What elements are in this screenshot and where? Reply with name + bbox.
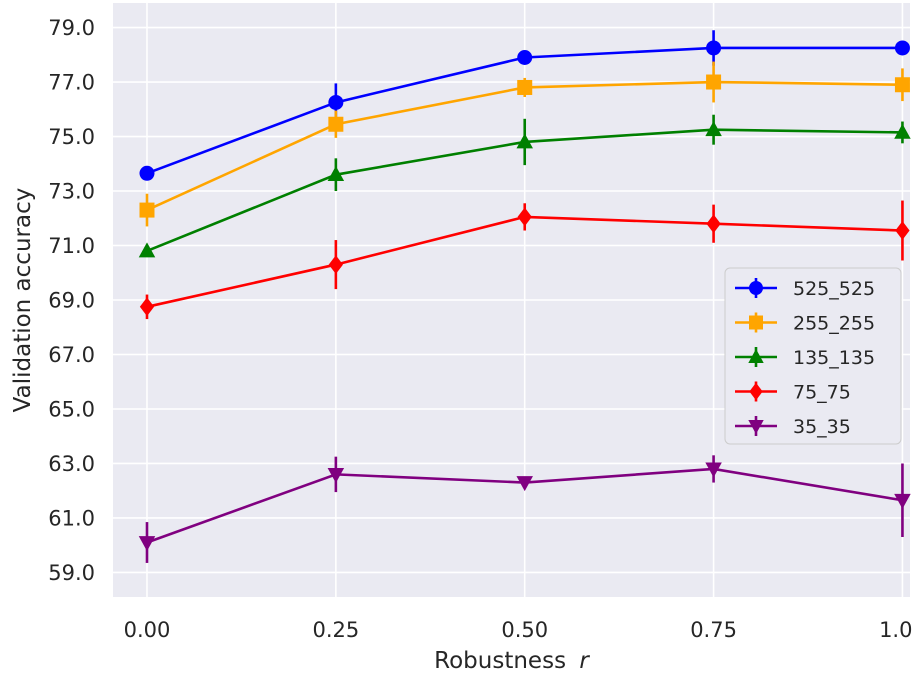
legend-marker bbox=[749, 281, 763, 295]
series-135_135 bbox=[138, 114, 911, 258]
data-point bbox=[706, 40, 722, 56]
data-point bbox=[328, 255, 343, 274]
data-point bbox=[894, 123, 911, 139]
y-tick-label: 69.0 bbox=[48, 289, 95, 313]
y-axis-title: Validation accuracy bbox=[10, 188, 36, 413]
data-point bbox=[139, 202, 155, 218]
y-tick-label: 77.0 bbox=[48, 71, 95, 95]
y-tick-label: 67.0 bbox=[48, 343, 95, 367]
y-axis-ticks: 59.0 61.0 63.0 65.0 67.0 69.0 71.0 73.0 75.0 77.0… bbox=[48, 16, 95, 585]
legend-item-35_35: 35_35 bbox=[735, 416, 851, 438]
series-35_35 bbox=[138, 455, 911, 563]
legend-item-135_135: 135_135 bbox=[735, 347, 875, 369]
y-tick-label: 79.0 bbox=[48, 16, 95, 40]
data-point bbox=[516, 133, 533, 149]
legend-marker bbox=[749, 382, 763, 401]
y-tick-label: 73.0 bbox=[48, 180, 95, 204]
y-tick-label: 65.0 bbox=[48, 397, 95, 421]
data-point bbox=[328, 94, 344, 110]
legend-label: 35_35 bbox=[793, 416, 851, 438]
legend-label: 135_135 bbox=[793, 347, 875, 369]
y-tick-label: 75.0 bbox=[48, 125, 95, 149]
x-axis-ticks: 0.00 0.25 0.50 0.75 1.00 bbox=[124, 618, 913, 642]
data-point bbox=[327, 468, 345, 484]
y-tick-label: 61.0 bbox=[48, 506, 95, 530]
legend-label: 255_255 bbox=[793, 313, 875, 335]
legend-marker bbox=[749, 315, 763, 330]
series-75_75 bbox=[139, 200, 910, 320]
x-tick-label: 0.50 bbox=[501, 618, 548, 642]
data-point bbox=[139, 165, 155, 181]
x-tick-label: 0.25 bbox=[312, 618, 359, 642]
data-point bbox=[517, 79, 533, 95]
legend-label: 525_525 bbox=[793, 278, 875, 300]
data-point bbox=[327, 166, 345, 182]
legend-item-75_75: 75_75 bbox=[735, 381, 851, 404]
data-point bbox=[894, 40, 910, 56]
data-point bbox=[705, 462, 722, 478]
data-point bbox=[517, 207, 532, 227]
x-axis-title-variable: r bbox=[579, 648, 590, 673]
y-tick-label: 59.0 bbox=[48, 561, 95, 585]
legend-item-525_525: 525_525 bbox=[735, 278, 875, 300]
y-tick-label: 63.0 bbox=[48, 452, 95, 476]
x-tick-label: 1.00 bbox=[879, 618, 913, 642]
legend-item-255_255: 255_255 bbox=[735, 312, 875, 335]
data-point bbox=[517, 49, 533, 65]
legend-marker bbox=[748, 348, 764, 363]
x-axis-title-text: Robustness bbox=[434, 648, 566, 673]
series-layer bbox=[138, 30, 911, 563]
data-point bbox=[894, 77, 910, 93]
y-tick-label: 71.0 bbox=[48, 234, 95, 258]
legend-marker bbox=[748, 420, 764, 435]
data-point bbox=[705, 121, 722, 137]
data-point bbox=[895, 221, 910, 240]
data-point bbox=[328, 116, 344, 132]
x-tick-label: 0.00 bbox=[124, 618, 171, 642]
legend: 525_525 255_255 135_135 75_75 35_35 bbox=[724, 267, 902, 445]
data-point bbox=[706, 214, 721, 234]
data-point bbox=[894, 493, 911, 509]
data-point bbox=[516, 476, 533, 492]
x-axis-title: Robustness r bbox=[434, 648, 590, 673]
data-point bbox=[138, 242, 156, 258]
legend-label: 75_75 bbox=[793, 382, 851, 404]
data-point bbox=[138, 536, 156, 552]
x-tick-label: 0.75 bbox=[690, 618, 737, 642]
data-point bbox=[706, 74, 722, 90]
series-255_255 bbox=[139, 61, 910, 227]
data-point bbox=[139, 297, 155, 317]
legend-box bbox=[724, 267, 902, 445]
